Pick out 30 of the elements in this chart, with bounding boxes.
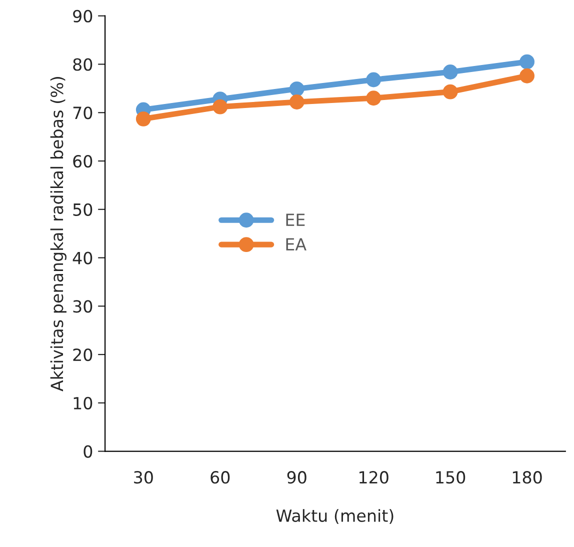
point	[136, 111, 151, 126]
y-tick-label: 90	[73, 10, 92, 22]
legend-label: EE	[286, 214, 305, 226]
y-tick-label: 80	[73, 58, 92, 71]
legend-label: EA	[286, 238, 306, 250]
y-axis-title: Aktivitas penangkal radikal bebas (%)	[50, 77, 66, 392]
point	[366, 72, 382, 88]
x-tick-label: 120	[360, 471, 388, 484]
point	[366, 90, 382, 106]
point	[442, 64, 458, 80]
y-tick-label: 70	[73, 106, 92, 120]
point	[520, 68, 534, 84]
point	[289, 94, 304, 110]
x-tick-label: 180	[512, 471, 542, 484]
x-tick-label: 90	[287, 471, 306, 484]
point	[212, 99, 228, 114]
y-tick-label: 60	[73, 154, 92, 168]
point	[289, 81, 304, 96]
y-tick-label: 40	[72, 252, 92, 264]
x-tick-label: 60	[210, 471, 230, 484]
y-tick-label: 10	[74, 396, 92, 410]
point	[442, 84, 458, 100]
y-tick-label: 0	[84, 445, 92, 458]
x-tick-label: 150	[436, 471, 466, 484]
x-tick-label: 30	[134, 471, 153, 484]
y-tick-label: 20	[73, 348, 92, 362]
x-axis-title: Waktu (menit)	[276, 509, 394, 524]
y-tick-label: 30	[73, 300, 92, 313]
y-tick-label: 50	[73, 203, 92, 216]
point	[520, 54, 534, 70]
